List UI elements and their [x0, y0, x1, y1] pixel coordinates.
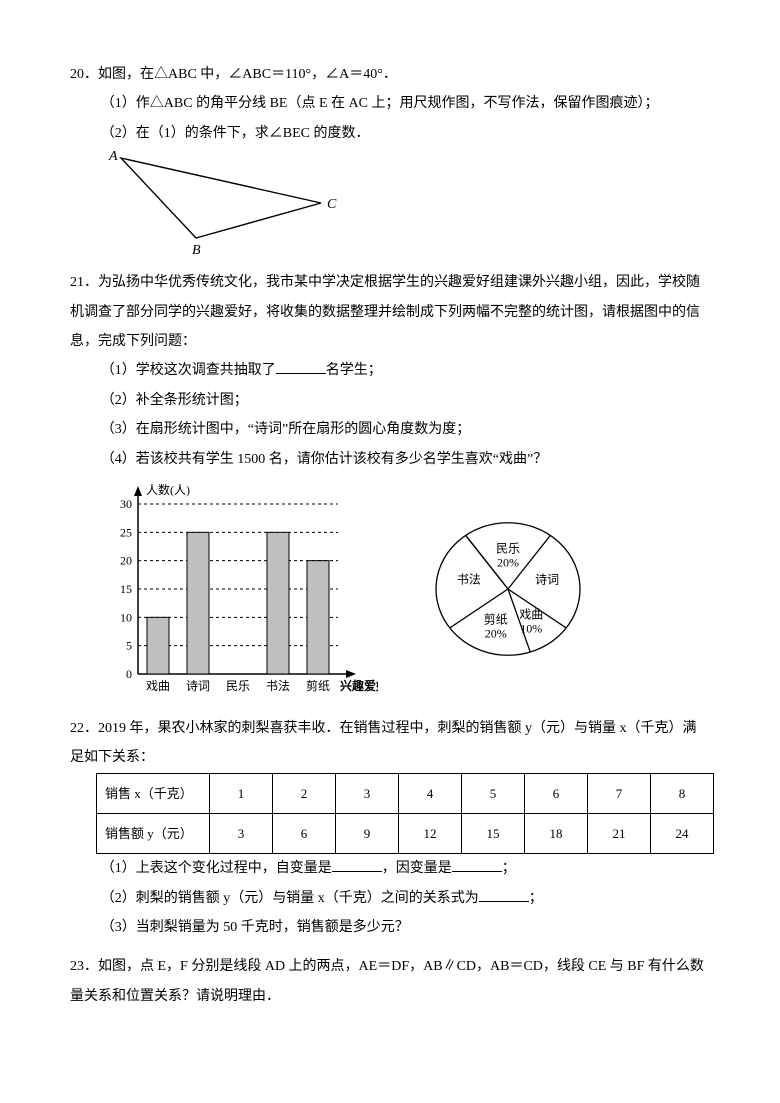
svg-text:戏曲: 戏曲	[146, 679, 170, 693]
q21-p1b: 名学生；	[326, 363, 382, 378]
blank	[452, 858, 502, 872]
svg-text:人数(人): 人数(人)	[146, 482, 190, 497]
pie-chart: 民乐20%诗词戏曲10%剪纸20%书法	[408, 494, 608, 684]
q23-stem: 如图，点 E，F 分别是线段 AD 上的两点，AE＝DF，AB∥CD，AB＝CD…	[70, 959, 704, 1003]
q21-number: 21．	[70, 275, 98, 290]
q22-p1a: （1）上表这个变化过程中，自变量是	[101, 861, 332, 876]
q22-part2: （2）刺梨的销售额 y（元）与销量 x（千克）之间的关系式为 ；	[70, 884, 710, 913]
svg-text:兴趣爱好: 兴趣爱好	[340, 678, 378, 693]
q22-p1b: ，因变量是	[382, 861, 452, 876]
svg-text:20%: 20%	[497, 555, 519, 569]
svg-text:诗词: 诗词	[186, 679, 210, 693]
q21-part4: （4）若该校共有学生 1500 名，请你估计该校有多少名学生喜欢“戏曲”？	[70, 445, 710, 474]
svg-text:20%: 20%	[485, 627, 507, 641]
q21-part3: （3）在扇形统计图中，“诗词”所在扇形的圆心角度数为度；	[70, 415, 710, 444]
q21-part2: （2）补全条形统计图；	[70, 386, 710, 415]
svg-text:剪纸: 剪纸	[306, 678, 330, 693]
question-23: 23．如图，点 E，F 分别是线段 AD 上的两点，AE＝DF，AB∥CD，AB…	[70, 952, 710, 1011]
svg-text:A: A	[108, 149, 118, 164]
q22-stem: 2019 年，果农小林家的刺梨喜获丰收．在销售过程中，刺梨的销售额 y（元）与销…	[70, 721, 697, 765]
q21-stem: 为弘扬中华优秀传统文化，我市某中学决定根据学生的兴趣爱好组建课外兴趣小组，因此，…	[70, 275, 700, 349]
q20-part1: （1）作△ABC 的角平分线 BE（点 E 在 AC 上；用尺规作图，不写作法，…	[70, 89, 710, 118]
q23-number: 23．	[70, 959, 98, 974]
blank	[276, 360, 326, 374]
blank	[332, 858, 382, 872]
svg-text:30: 30	[120, 497, 132, 511]
blank	[479, 887, 529, 901]
question-22: 22．2019 年，果农小林家的刺梨喜获丰收．在销售过程中，刺梨的销售额 y（元…	[70, 714, 710, 943]
svg-text:25: 25	[120, 525, 132, 539]
q22-p2a: （2）刺梨的销售额 y（元）与销量 x（千克）之间的关系式为	[101, 891, 479, 906]
q20-stem: 如图，在△ABC 中，∠ABC＝110°，∠A＝40°．	[98, 67, 397, 82]
q20-part2: （2）在（1）的条件下，求∠BEC 的度数．	[70, 119, 710, 148]
q21-part1: （1）学校这次调查共抽取了 名学生；	[70, 356, 710, 385]
q22-p1c: ；	[502, 861, 516, 876]
q21-charts: 051015202530人数(人)兴趣爱好戏曲诗词民乐书法剪纸 民乐20%诗词戏…	[70, 474, 710, 704]
question-21: 21．为弘扬中华优秀传统文化，我市某中学决定根据学生的兴趣爱好组建课外兴趣小组，…	[70, 268, 710, 704]
svg-text:15: 15	[120, 582, 132, 596]
svg-text:C: C	[327, 197, 337, 212]
q20-number: 20．	[70, 67, 98, 82]
svg-text:0: 0	[126, 667, 132, 681]
triangle-svg: A B C	[101, 148, 351, 258]
svg-text:戏曲: 戏曲	[519, 607, 543, 621]
q22-p2b: ；	[529, 891, 543, 906]
q21-p1a: （1）学校这次调查共抽取了	[101, 363, 276, 378]
svg-text:书法: 书法	[457, 572, 481, 586]
q22-part3: （3）当刺梨销量为 50 千克时，销售额是多少元？	[70, 913, 710, 942]
question-20: 20．如图，在△ABC 中，∠ABC＝110°，∠A＝40°． （1）作△ABC…	[70, 60, 710, 258]
bar-chart: 0 5 10 15 20 25 30 人数(人) 兴趣爱好 戏曲 诗词 民乐 书法 剪纸	[98, 474, 378, 704]
svg-text:20: 20	[120, 554, 132, 568]
svg-text:剪纸: 剪纸	[484, 612, 508, 627]
q22-table: 销售 x（千克）12345678销售额 y（元）3691215182124	[96, 773, 714, 855]
svg-text:10: 10	[120, 610, 132, 624]
q22-part1: （1）上表这个变化过程中，自变量是 ，因变量是 ；	[70, 854, 710, 883]
svg-text:诗词: 诗词	[535, 572, 559, 586]
q20-figure: A B C	[70, 148, 710, 258]
svg-text:B: B	[192, 243, 201, 258]
svg-text:书法: 书法	[266, 679, 290, 693]
svg-text:民乐: 民乐	[496, 541, 520, 555]
svg-text:民乐: 民乐	[226, 679, 250, 693]
q22-number: 22．	[70, 721, 98, 736]
svg-text:5: 5	[126, 639, 132, 653]
